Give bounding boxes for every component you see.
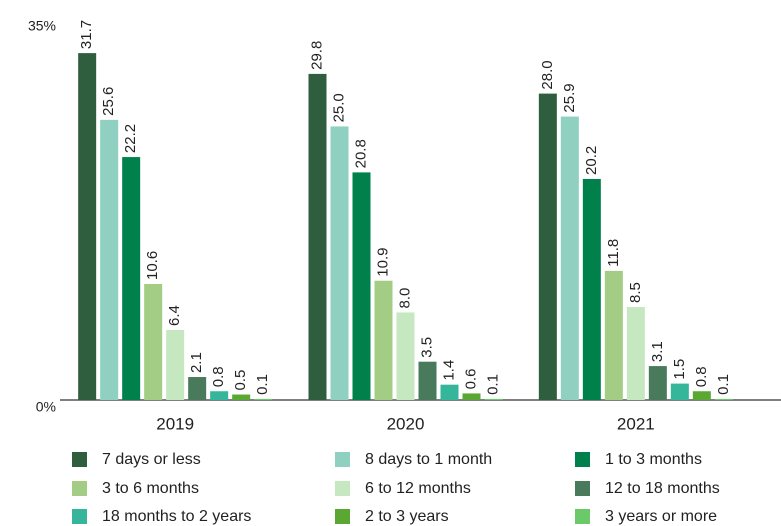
bar <box>122 157 141 400</box>
legend-swatch <box>575 509 590 524</box>
bar <box>210 391 229 400</box>
legend-swatch <box>72 481 87 496</box>
value-label: 0.1 <box>254 374 271 395</box>
value-label: 25.9 <box>561 83 578 112</box>
legend-swatch <box>335 481 350 496</box>
x-tick-label: 2020 <box>387 414 425 433</box>
x-tick-label: 2019 <box>156 414 194 433</box>
y-tick-label: 0% <box>36 399 56 415</box>
bar <box>582 178 601 400</box>
value-label: 2.1 <box>188 352 205 373</box>
bar <box>166 329 185 400</box>
value-label: 25.6 <box>100 87 117 116</box>
bar <box>648 366 667 400</box>
legend-label: 12 to 18 months <box>605 480 720 497</box>
bar <box>692 391 711 400</box>
value-label: 28.0 <box>539 60 556 89</box>
value-label: 0.5 <box>232 370 249 391</box>
bar <box>188 377 207 400</box>
value-label: 20.2 <box>583 146 600 175</box>
bar <box>440 384 459 400</box>
value-label: 0.1 <box>715 374 732 395</box>
legend-label: 1 to 3 months <box>605 451 702 468</box>
value-label: 10.9 <box>374 248 391 277</box>
legend-label: 8 days to 1 month <box>365 451 492 468</box>
bar <box>538 93 557 400</box>
legend-label: 18 months to 2 years <box>102 508 251 525</box>
bar <box>670 383 689 400</box>
legend-swatch <box>335 509 350 524</box>
bar <box>714 398 733 400</box>
bar <box>484 398 503 400</box>
bar <box>308 73 327 400</box>
bar <box>78 53 97 401</box>
value-label: 29.8 <box>308 41 325 70</box>
bar <box>560 116 579 400</box>
legend-label: 7 days or less <box>102 451 201 468</box>
legend-swatch <box>575 452 590 467</box>
x-tick-label: 2021 <box>617 414 655 433</box>
bar <box>418 361 437 400</box>
legend-swatch <box>575 481 590 496</box>
legend-swatch <box>72 509 87 524</box>
value-label: 0.8 <box>693 366 710 387</box>
bar <box>100 119 119 400</box>
legend-label: 3 to 6 months <box>102 480 199 497</box>
value-label: 3.1 <box>649 341 666 362</box>
value-label: 22.2 <box>122 124 139 153</box>
bar <box>352 172 371 400</box>
bar <box>626 306 645 400</box>
value-label: 0.8 <box>210 366 227 387</box>
value-label: 20.8 <box>352 139 369 168</box>
value-label: 6.4 <box>166 305 183 326</box>
bar <box>144 284 163 400</box>
value-label: 8.5 <box>627 282 644 303</box>
value-label: 25.0 <box>330 93 347 122</box>
bar <box>254 398 273 400</box>
value-label: 1.5 <box>671 359 688 380</box>
value-label: 10.6 <box>144 251 161 280</box>
value-label: 0.6 <box>462 369 479 390</box>
bar <box>396 312 415 400</box>
bar <box>232 394 251 400</box>
legend-swatch <box>72 452 87 467</box>
legend-label: 6 to 12 months <box>365 480 471 497</box>
y-tick-label: 35% <box>28 18 56 34</box>
value-label: 0.1 <box>484 374 501 395</box>
value-label: 3.5 <box>418 337 435 358</box>
legend-label: 3 years or more <box>605 508 717 525</box>
legend-swatch <box>335 452 350 467</box>
value-label: 11.8 <box>605 239 622 267</box>
bar <box>374 280 393 400</box>
legend-label: 2 to 3 years <box>365 508 449 525</box>
bar <box>462 393 481 400</box>
value-label: 8.0 <box>396 288 413 309</box>
bar <box>330 126 349 400</box>
bar <box>604 270 623 400</box>
value-label: 31.7 <box>78 20 95 49</box>
value-label: 1.4 <box>440 360 457 381</box>
